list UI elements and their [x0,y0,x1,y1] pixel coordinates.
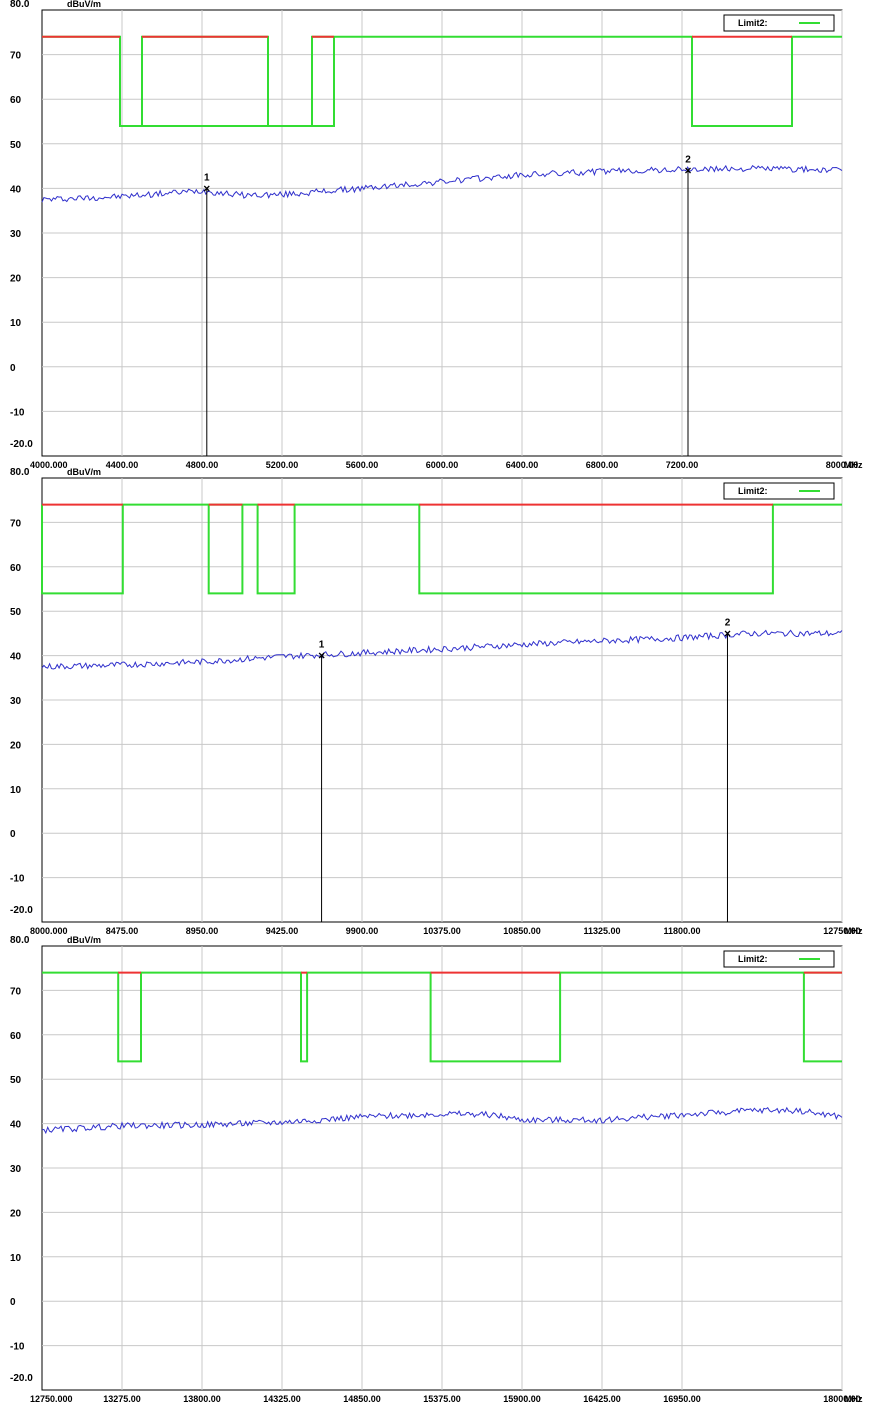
x-tick-label: 5600.00 [346,460,379,470]
x-tick-label: 8475.00 [106,926,139,936]
y-tick-label: 40 [10,652,22,663]
y-tick-label: 20 [10,1208,22,1219]
marker-label: 2 [685,155,691,166]
y-tick-label: 30 [10,696,22,707]
measurement-trace [41,629,843,670]
chart-panel-1: 80.0 70 60 50 40 30 20 10 0 -10 -20.0 dBuV/m 4000.00… [10,0,863,470]
x-tick-label: 5200.00 [266,460,299,470]
y-axis-unit: dBuV/m [67,0,101,9]
chart-panel-2: 80.0 70 60 50 40 30 20 10 0 -10 -20.0 dBuV/m 8000.00… [10,467,863,936]
y-tick-label: 70 [10,51,22,62]
y-tick-label: 60 [10,563,22,574]
y-tick-label: 50 [10,607,22,618]
x-tick-label: 15900.00 [503,1394,541,1404]
marker-symbol: × [318,649,325,663]
x-tick-label: 14325.00 [263,1394,301,1404]
y-tick-label: 0 [10,829,16,840]
y-tick-label: -10 [10,407,25,418]
y-tick-label: 10 [10,318,22,329]
x-tick-label: 9425.00 [266,926,299,936]
y-tick-label: 70 [10,518,22,529]
legend-label: Limit2: [738,954,768,964]
x-tick-label: 12750.000 [30,1394,73,1404]
x-tick-label: 10375.00 [423,926,461,936]
measurement-trace [41,164,843,203]
measurement-trace [41,1106,843,1135]
chart-panel-3: 80.0 70 60 50 40 30 20 10 0 -10 -20.0 dBuV/m 12750.0… [10,935,863,1404]
y-tick-label: -10 [10,1342,25,1353]
x-axis-unit: MHz [844,1394,863,1404]
x-tick-label: 11800.00 [663,926,700,936]
y-tick-label: -10 [10,874,25,885]
y-tick-label: 50 [10,1075,22,1086]
marker-label: 1 [319,640,325,651]
y-tick-label: 20 [10,274,22,285]
y-tick-label: 70 [10,986,22,997]
x-tick-label: 15375.00 [423,1394,461,1404]
x-tick-label: 10850.00 [503,926,541,936]
marker-label: 1 [204,172,210,183]
y-tick-label: 10 [10,785,22,796]
y-tick-label: 0 [10,1297,16,1308]
x-tick-label: 12750.00 [823,926,861,936]
y-tick-label: 60 [10,1031,22,1042]
x-tick-label: 8000.000 [30,926,68,936]
y-tick-label: 30 [10,229,22,240]
x-tick-label: 18000.00 [823,1394,861,1404]
y-tick-label: -20.0 [10,439,33,450]
y-axis-unit: dBuV/m [67,467,101,477]
y-tick-label: 30 [10,1164,22,1175]
x-tick-label: 7200.00 [666,460,699,470]
y-tick-label: 80.0 [10,0,30,10]
legend-box [723,482,835,500]
x-tick-label: 9900.00 [346,926,379,936]
y-tick-label: 10 [10,1253,22,1264]
x-tick-label: 14850.00 [343,1394,381,1404]
x-tick-label: 13800.00 [183,1394,221,1404]
legend-box [723,14,835,32]
y-tick-label: -20.0 [10,1373,33,1384]
legend-label: Limit2: [738,18,768,28]
marker-symbol: × [203,181,210,195]
x-tick-label: 6400.00 [506,460,539,470]
legend-label: Limit2: [738,486,768,496]
x-tick-label: 6800.00 [586,460,619,470]
y-tick-label: 60 [10,95,22,106]
y-tick-label: 0 [10,363,16,374]
x-axis-unit: MHz [844,926,863,936]
y-tick-label: 50 [10,140,22,151]
x-tick-label: 8950.00 [186,926,219,936]
marker-symbol: × [724,626,731,640]
x-tick-label: 13275.00 [103,1394,141,1404]
marker-label: 2 [725,617,731,628]
marker-symbol: × [684,164,691,178]
x-tick-label: 4400.00 [106,460,139,470]
x-tick-label: 4800.00 [186,460,219,470]
y-tick-label: 80.0 [10,935,30,946]
x-tick-label: 11325.00 [583,926,620,936]
y-tick-label: 40 [10,1120,22,1131]
x-tick-label: 6000.00 [426,460,459,470]
y-tick-label: 40 [10,184,22,195]
x-tick-label: 4000.000 [30,460,68,470]
x-tick-label: 16950.00 [663,1394,701,1404]
y-tick-label: 20 [10,740,22,751]
x-tick-label: 8000.00 [826,460,859,470]
x-axis-unit: MHz [844,460,863,470]
legend-box [723,950,835,968]
y-axis-unit: dBuV/m [67,935,101,945]
y-tick-label: 80.0 [10,467,30,478]
x-tick-label: 16425.00 [583,1394,621,1404]
y-tick-label: -20.0 [10,905,33,916]
